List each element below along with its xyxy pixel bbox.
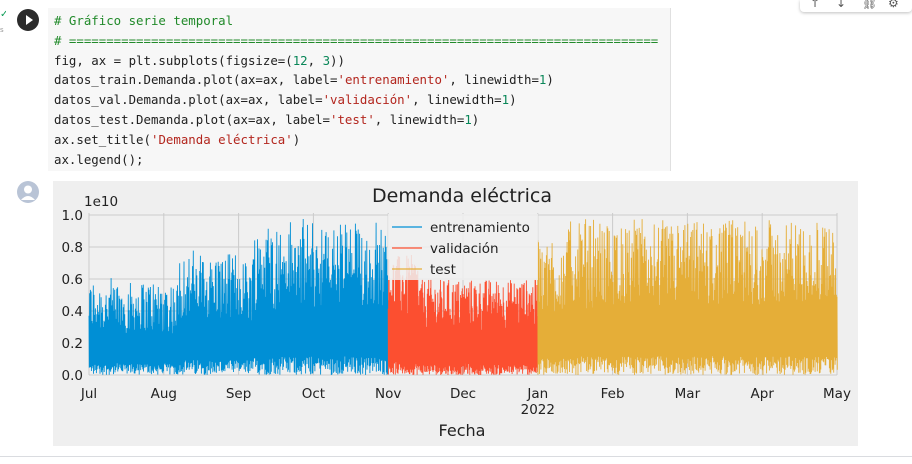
x-tick-label: May — [823, 386, 851, 402]
arrow-up-icon[interactable]: ↑ — [810, 0, 821, 10]
x-tick-label: Mar — [675, 386, 701, 402]
gear-icon[interactable]: ⚙ — [888, 0, 899, 10]
x-tick-label: Apr — [751, 386, 775, 402]
code-line: datos_train.Demanda.plot(ax=ax, label='e… — [54, 72, 554, 88]
code-line: datos_test.Demanda.plot(ax=ax, label='te… — [54, 112, 480, 127]
x-tick-label: Jan — [526, 386, 548, 402]
x-tick-label: Sep — [226, 386, 251, 402]
x-tick-label: Aug — [151, 386, 177, 402]
code-line: # Gráfico serie temporal — [54, 13, 234, 28]
x-tick-label: Nov — [375, 386, 401, 402]
x-tick-sublabel: 2022 — [521, 402, 555, 418]
x-tick-label: Dec — [450, 386, 476, 402]
run-cell-button[interactable] — [17, 9, 39, 31]
chart-title: Demanda eléctrica — [372, 185, 552, 207]
x-tick-label: Jul — [80, 386, 97, 402]
cell-divider — [0, 456, 912, 457]
code-line: datos_val.Demanda.plot(ax=ax, label='val… — [54, 92, 517, 108]
output-avatar-icon[interactable] — [17, 181, 39, 203]
series-test — [537, 219, 838, 376]
series-line — [387, 254, 539, 376]
play-icon — [26, 15, 33, 25]
arrow-down-icon[interactable]: ↓ — [836, 0, 847, 10]
code-editor[interactable]: # Gráfico serie temporal # ==============… — [48, 8, 671, 171]
code-line: # ======================================… — [54, 32, 659, 48]
series-line — [537, 219, 838, 376]
y-tick-label: 1.0 — [62, 208, 83, 224]
executed-check-icon: ✓ — [0, 10, 6, 20]
y-tick-label: 0.8 — [62, 240, 83, 256]
series-line — [88, 218, 389, 376]
y-tick-label: 0.6 — [62, 272, 83, 288]
y-tick-label: 0.2 — [62, 336, 83, 352]
chart-legend: entrenamiento validación test — [388, 214, 538, 280]
legend-label: validación — [430, 241, 499, 257]
exec-time-indicator: s — [0, 26, 4, 34]
link-icon[interactable]: ⛓ — [862, 0, 878, 10]
x-tick-label: Feb — [601, 386, 625, 402]
code-line: ax.set_title('Demanda eléctrica') — [54, 131, 301, 147]
code-line: ax.legend(); — [54, 151, 144, 167]
cell-toolbar: ↑ ↓ ⛓ ⚙ — [800, 0, 912, 12]
y-scale-label: 1e10 — [84, 194, 118, 210]
series-validacion — [387, 254, 539, 376]
y-tick-label: 0.4 — [62, 304, 83, 320]
x-axis-label: Fecha — [439, 421, 486, 440]
legend-label: entrenamiento — [430, 220, 530, 236]
legend-label: test — [430, 262, 456, 278]
x-tick-label: Oct — [302, 386, 325, 402]
y-tick-label: 0.0 — [62, 368, 83, 384]
code-line: fig, ax = plt.subplots(figsize=(12, 3)) — [54, 52, 345, 68]
series-entrenamiento — [88, 218, 389, 376]
